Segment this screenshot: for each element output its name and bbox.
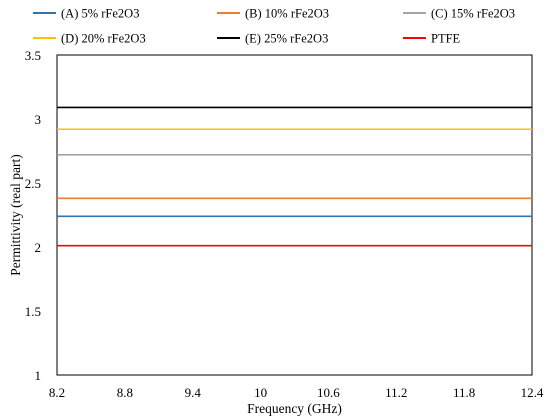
legend-label: (D) 20% rFe2O3 bbox=[61, 32, 146, 46]
legend: (A) 5% rFe2O3 (B) 10% rFe2O3 (C) 15% rFe2O… bbox=[33, 7, 515, 46]
series-layer bbox=[57, 106, 532, 247]
x-tick-label: 8.8 bbox=[117, 385, 133, 400]
x-tick-label: 11.2 bbox=[385, 385, 407, 400]
y-tick-label: 3.5 bbox=[25, 48, 41, 63]
plot-area bbox=[56, 54, 533, 376]
legend-label: PTFE bbox=[431, 32, 461, 46]
legend-label: (B) 10% rFe2O3 bbox=[245, 7, 329, 21]
x-tick-label: 11.8 bbox=[453, 385, 475, 400]
x-tick-label: 10 bbox=[254, 385, 267, 400]
x-axis-ticks: 8.2 8.8 9.4 10 10.6 11.2 11.8 12.4 bbox=[49, 385, 544, 400]
x-tick-label: 8.2 bbox=[49, 385, 65, 400]
legend-label: (E) 25% rFe2O3 bbox=[245, 32, 328, 46]
y-tick-label: 2.5 bbox=[25, 176, 41, 191]
y-axis-title: Permittivity (real part) bbox=[8, 154, 23, 275]
y-axis-ticks: 1 1.5 2 2.5 3 3.5 bbox=[25, 48, 41, 383]
legend-label: (C) 15% rFe2O3 bbox=[431, 7, 515, 21]
x-tick-label: 12.4 bbox=[521, 385, 544, 400]
y-tick-label: 2 bbox=[35, 240, 42, 255]
y-tick-label: 1.5 bbox=[25, 304, 41, 319]
y-tick-label: 3 bbox=[35, 112, 42, 127]
legend-label: (A) 5% rFe2O3 bbox=[61, 7, 139, 21]
x-axis-title: Frequency (GHz) bbox=[247, 401, 342, 416]
y-tick-label: 1 bbox=[35, 368, 42, 383]
x-tick-label: 10.6 bbox=[317, 385, 340, 400]
x-tick-label: 9.4 bbox=[185, 385, 202, 400]
